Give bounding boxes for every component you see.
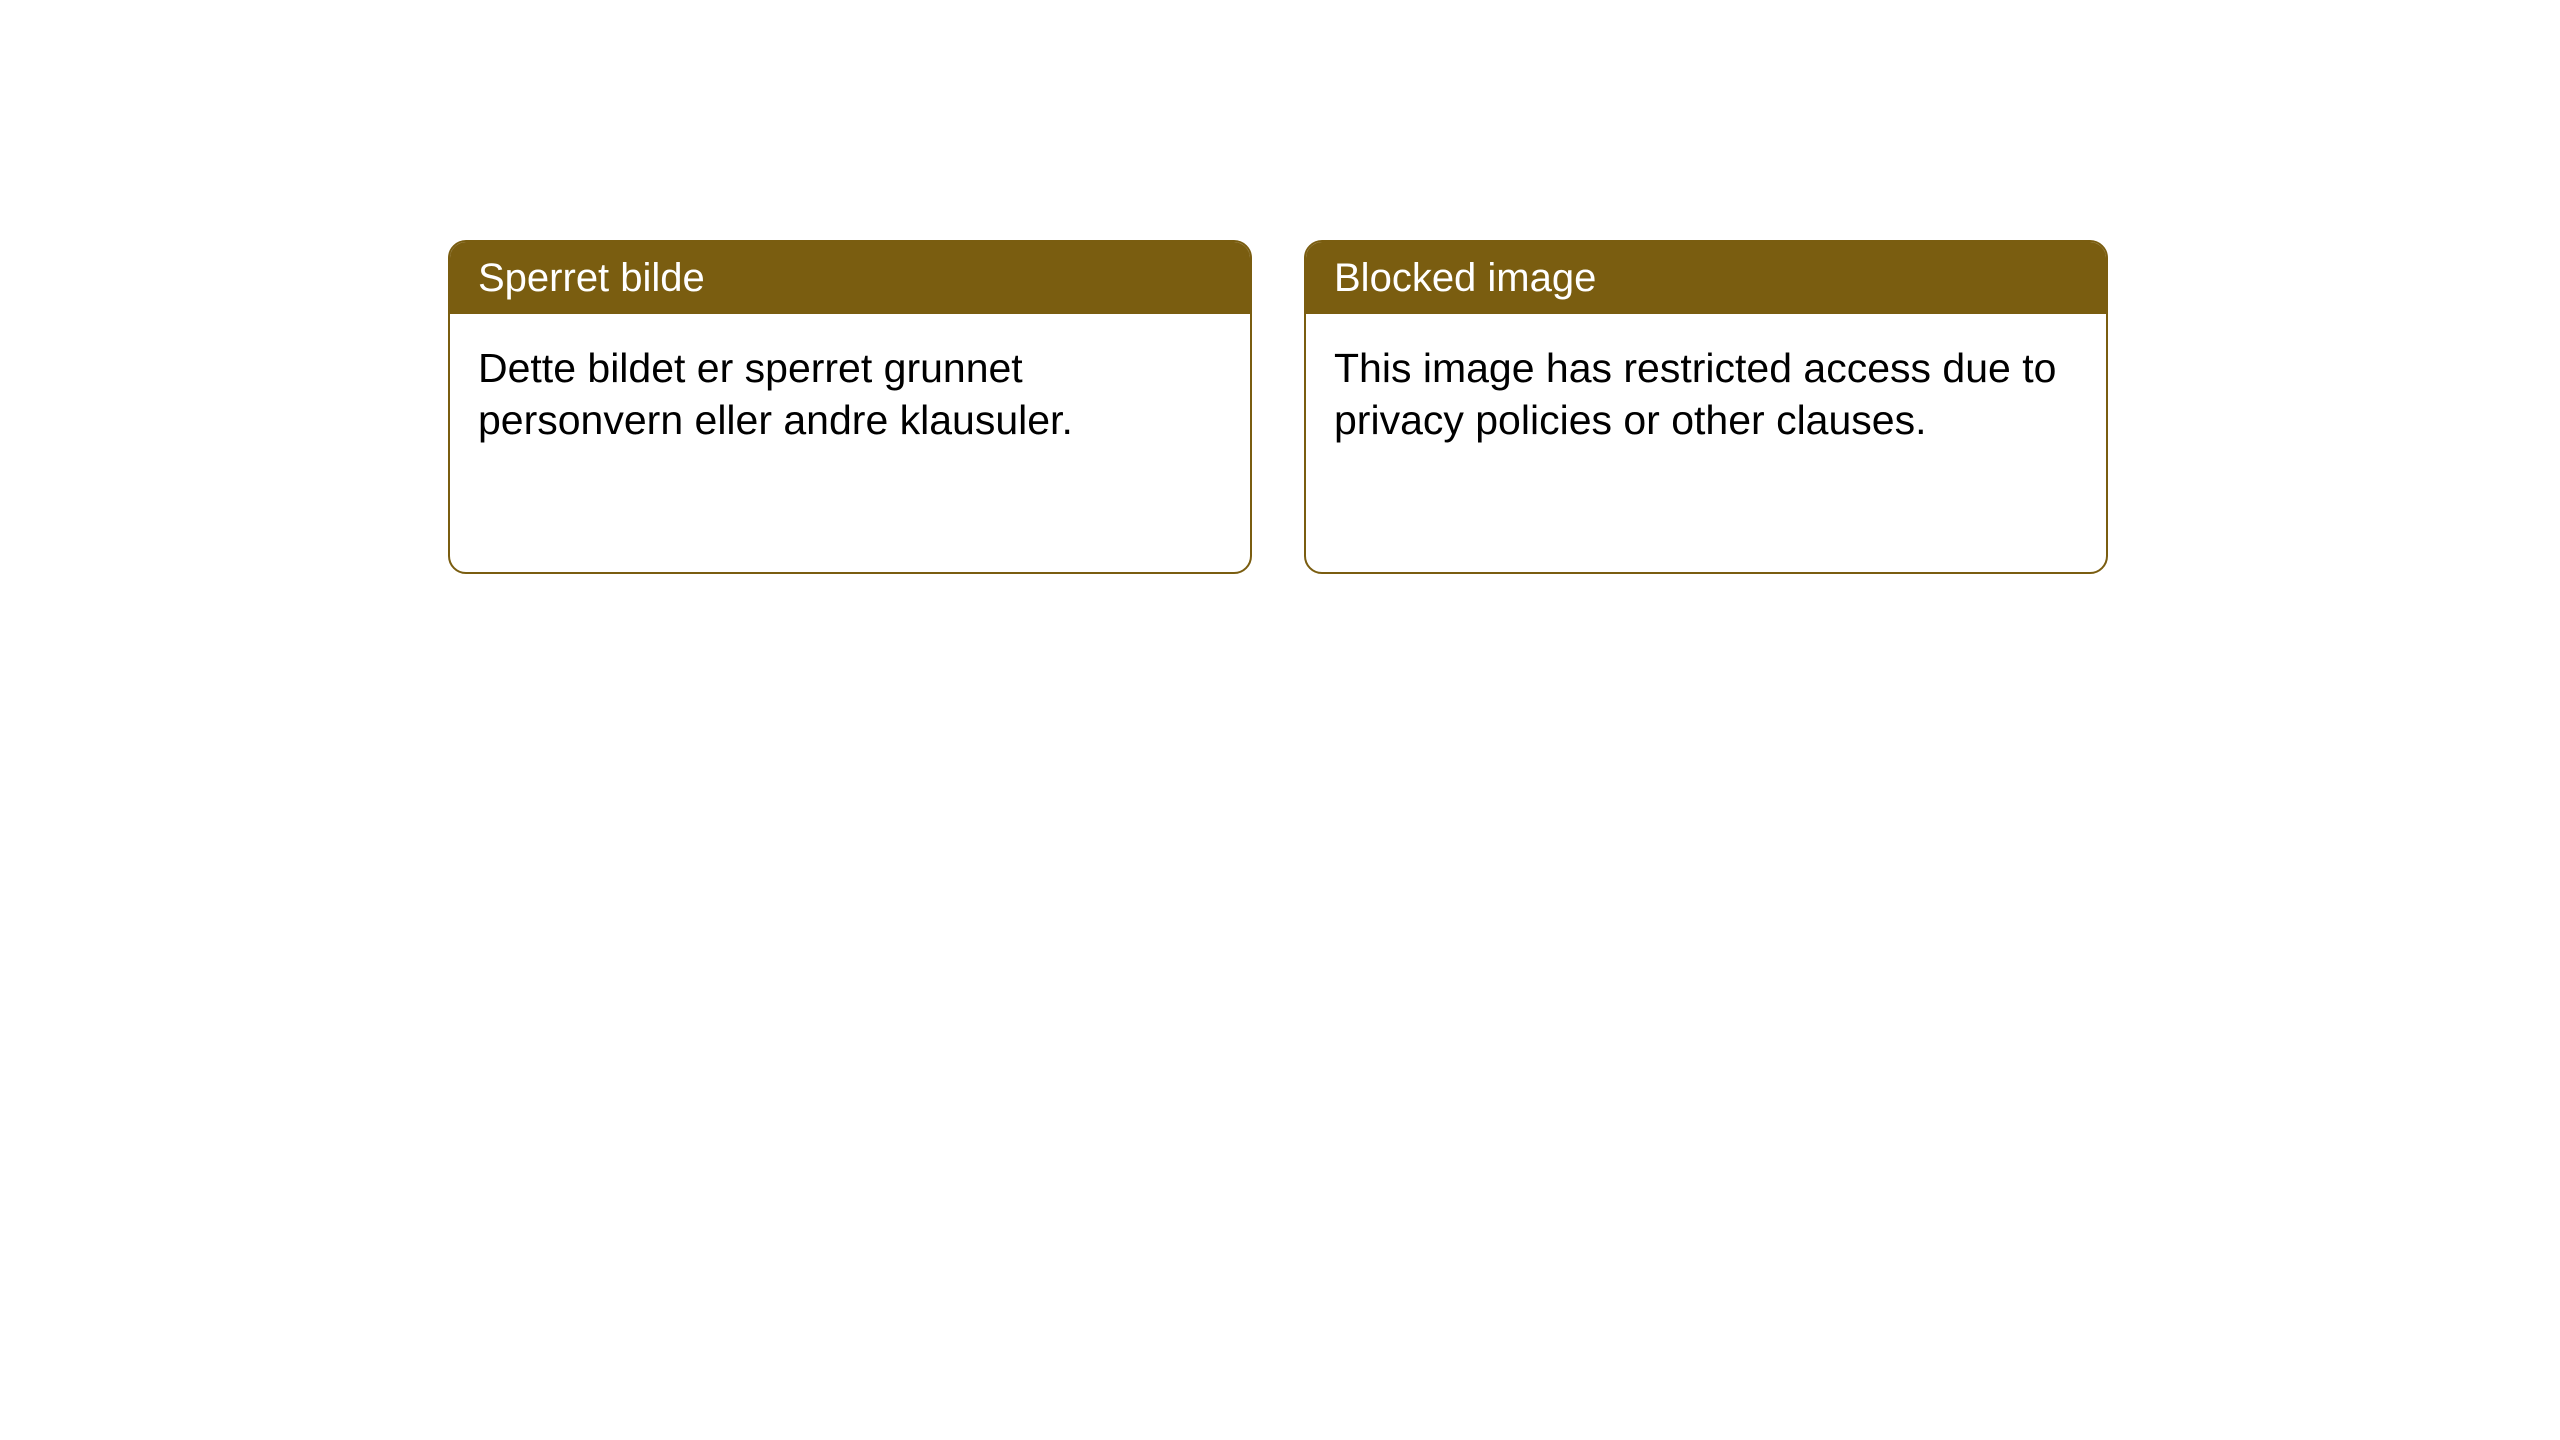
card-header: Blocked image bbox=[1306, 242, 2106, 314]
card-body: Dette bildet er sperret grunnet personve… bbox=[450, 314, 1250, 475]
notice-cards-container: Sperret bilde Dette bildet er sperret gr… bbox=[448, 240, 2108, 574]
notice-card-norwegian: Sperret bilde Dette bildet er sperret gr… bbox=[448, 240, 1252, 574]
card-body: This image has restricted access due to … bbox=[1306, 314, 2106, 475]
card-header: Sperret bilde bbox=[450, 242, 1250, 314]
notice-card-english: Blocked image This image has restricted … bbox=[1304, 240, 2108, 574]
